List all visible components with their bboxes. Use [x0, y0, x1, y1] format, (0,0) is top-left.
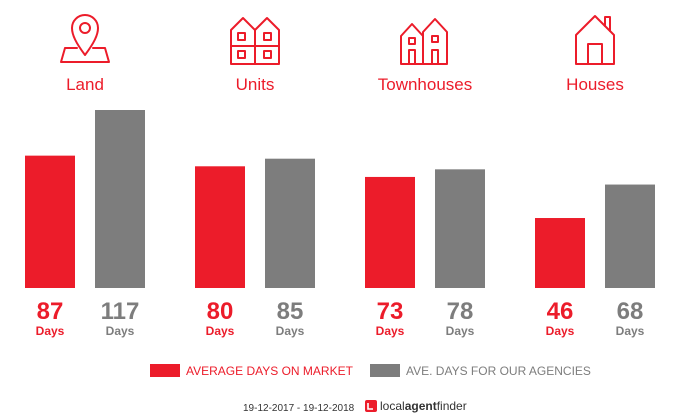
map-pin-icon — [60, 14, 110, 63]
value-label-townhouses-average-days: 73 — [377, 298, 404, 325]
unit-label: Days — [106, 324, 135, 338]
unit-label: Days — [36, 324, 65, 338]
brand-logo-icon — [365, 400, 377, 412]
legend: AVERAGE DAYS ON MARKET AVE. DAYS FOR OUR… — [150, 364, 591, 378]
date-range: 19-12-2017 - 19-12-2018 — [243, 403, 355, 414]
category-icons — [60, 14, 615, 65]
value-label-houses-average-days: 46 — [547, 298, 574, 325]
value-label-units-average-days: 80 — [207, 298, 234, 325]
townhouse-icon — [400, 18, 448, 65]
value-label-land-our-agencies: 117 — [101, 298, 140, 325]
category-labels: Land Units Townhouses Houses — [66, 75, 624, 94]
bar-units-average-days — [195, 166, 245, 288]
value-label-land-average-days: 87 — [37, 298, 64, 325]
category-label-units: Units — [236, 75, 275, 94]
unit-label: Days — [276, 324, 305, 338]
unit-label: Days — [616, 324, 645, 338]
brand-name: localagentfinder — [380, 399, 467, 413]
brand-logo: localagentfinder — [365, 399, 467, 413]
bar-townhouses-average-days — [365, 176, 415, 288]
value-label-houses-our-agencies: 68 — [617, 298, 644, 325]
bar-units-our-agencies — [265, 158, 315, 288]
bars — [25, 110, 655, 288]
bar-land-average-days — [25, 155, 75, 288]
legend-swatch-average-days — [150, 364, 180, 377]
apartment-building-icon — [230, 17, 280, 65]
bar-land-our-agencies — [95, 110, 145, 288]
bar-townhouses-our-agencies — [435, 169, 485, 288]
bar-houses-our-agencies — [605, 184, 655, 288]
house-icon — [575, 15, 615, 65]
bar-houses-average-days — [535, 218, 585, 288]
value-label-townhouses-our-agencies: 78 — [447, 298, 474, 325]
unit-label: Days — [206, 324, 235, 338]
legend-label-average-days: AVERAGE DAYS ON MARKET — [186, 364, 354, 378]
value-labels: 87Days117Days80Days85Days73Days78Days46D… — [36, 298, 645, 338]
category-label-houses: Houses — [566, 75, 624, 94]
unit-label: Days — [446, 324, 475, 338]
legend-swatch-our-agencies — [370, 364, 400, 377]
value-label-units-our-agencies: 85 — [277, 298, 304, 325]
footer: 19-12-2017 - 19-12-2018 localagentfinder — [243, 399, 467, 414]
legend-label-our-agencies: AVE. DAYS FOR OUR AGENCIES — [406, 364, 591, 378]
unit-label: Days — [546, 324, 575, 338]
category-label-land: Land — [66, 75, 104, 94]
unit-label: Days — [376, 324, 405, 338]
category-label-townhouses: Townhouses — [378, 75, 473, 94]
